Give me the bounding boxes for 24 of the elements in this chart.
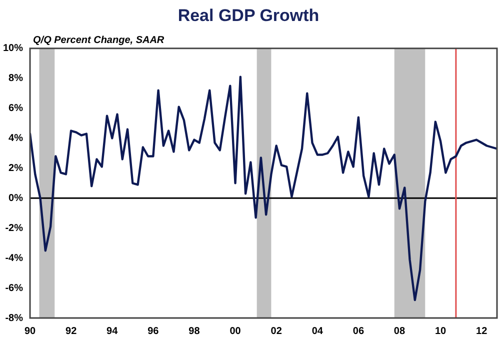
y-tick-label: 6% [8,103,24,114]
x-tick-label: 94 [106,326,118,337]
x-tick-label: 96 [148,326,160,337]
x-tick-label: 00 [230,326,242,337]
y-tick-label: 4% [8,133,24,144]
y-tick-label: 2% [8,162,24,174]
y-tick-label: 8% [8,73,24,84]
x-tick-label: 08 [394,326,406,337]
x-tick-label: 06 [352,326,364,337]
x-tick-label: 02 [270,326,282,337]
y-tick-label: -6% [5,282,24,294]
y-tick-label: -8% [5,312,24,324]
y-tick-label: 0% [8,192,24,204]
y-tick-label: -4% [5,252,24,264]
x-tick-label: 92 [66,326,78,337]
y-axis-title: Q/Q Percent Change, SAAR [33,35,165,46]
x-tick-label: 98 [188,326,200,337]
x-tick-label: 04 [312,326,324,337]
y-tick-label: -2% [5,222,24,234]
chart-title: Real GDP Growth [178,6,320,25]
x-tick-label: 12 [476,326,488,337]
x-tick-label: 90 [24,326,36,337]
x-tick-label: 10 [434,326,447,337]
y-tick-label: 10% [3,43,24,54]
